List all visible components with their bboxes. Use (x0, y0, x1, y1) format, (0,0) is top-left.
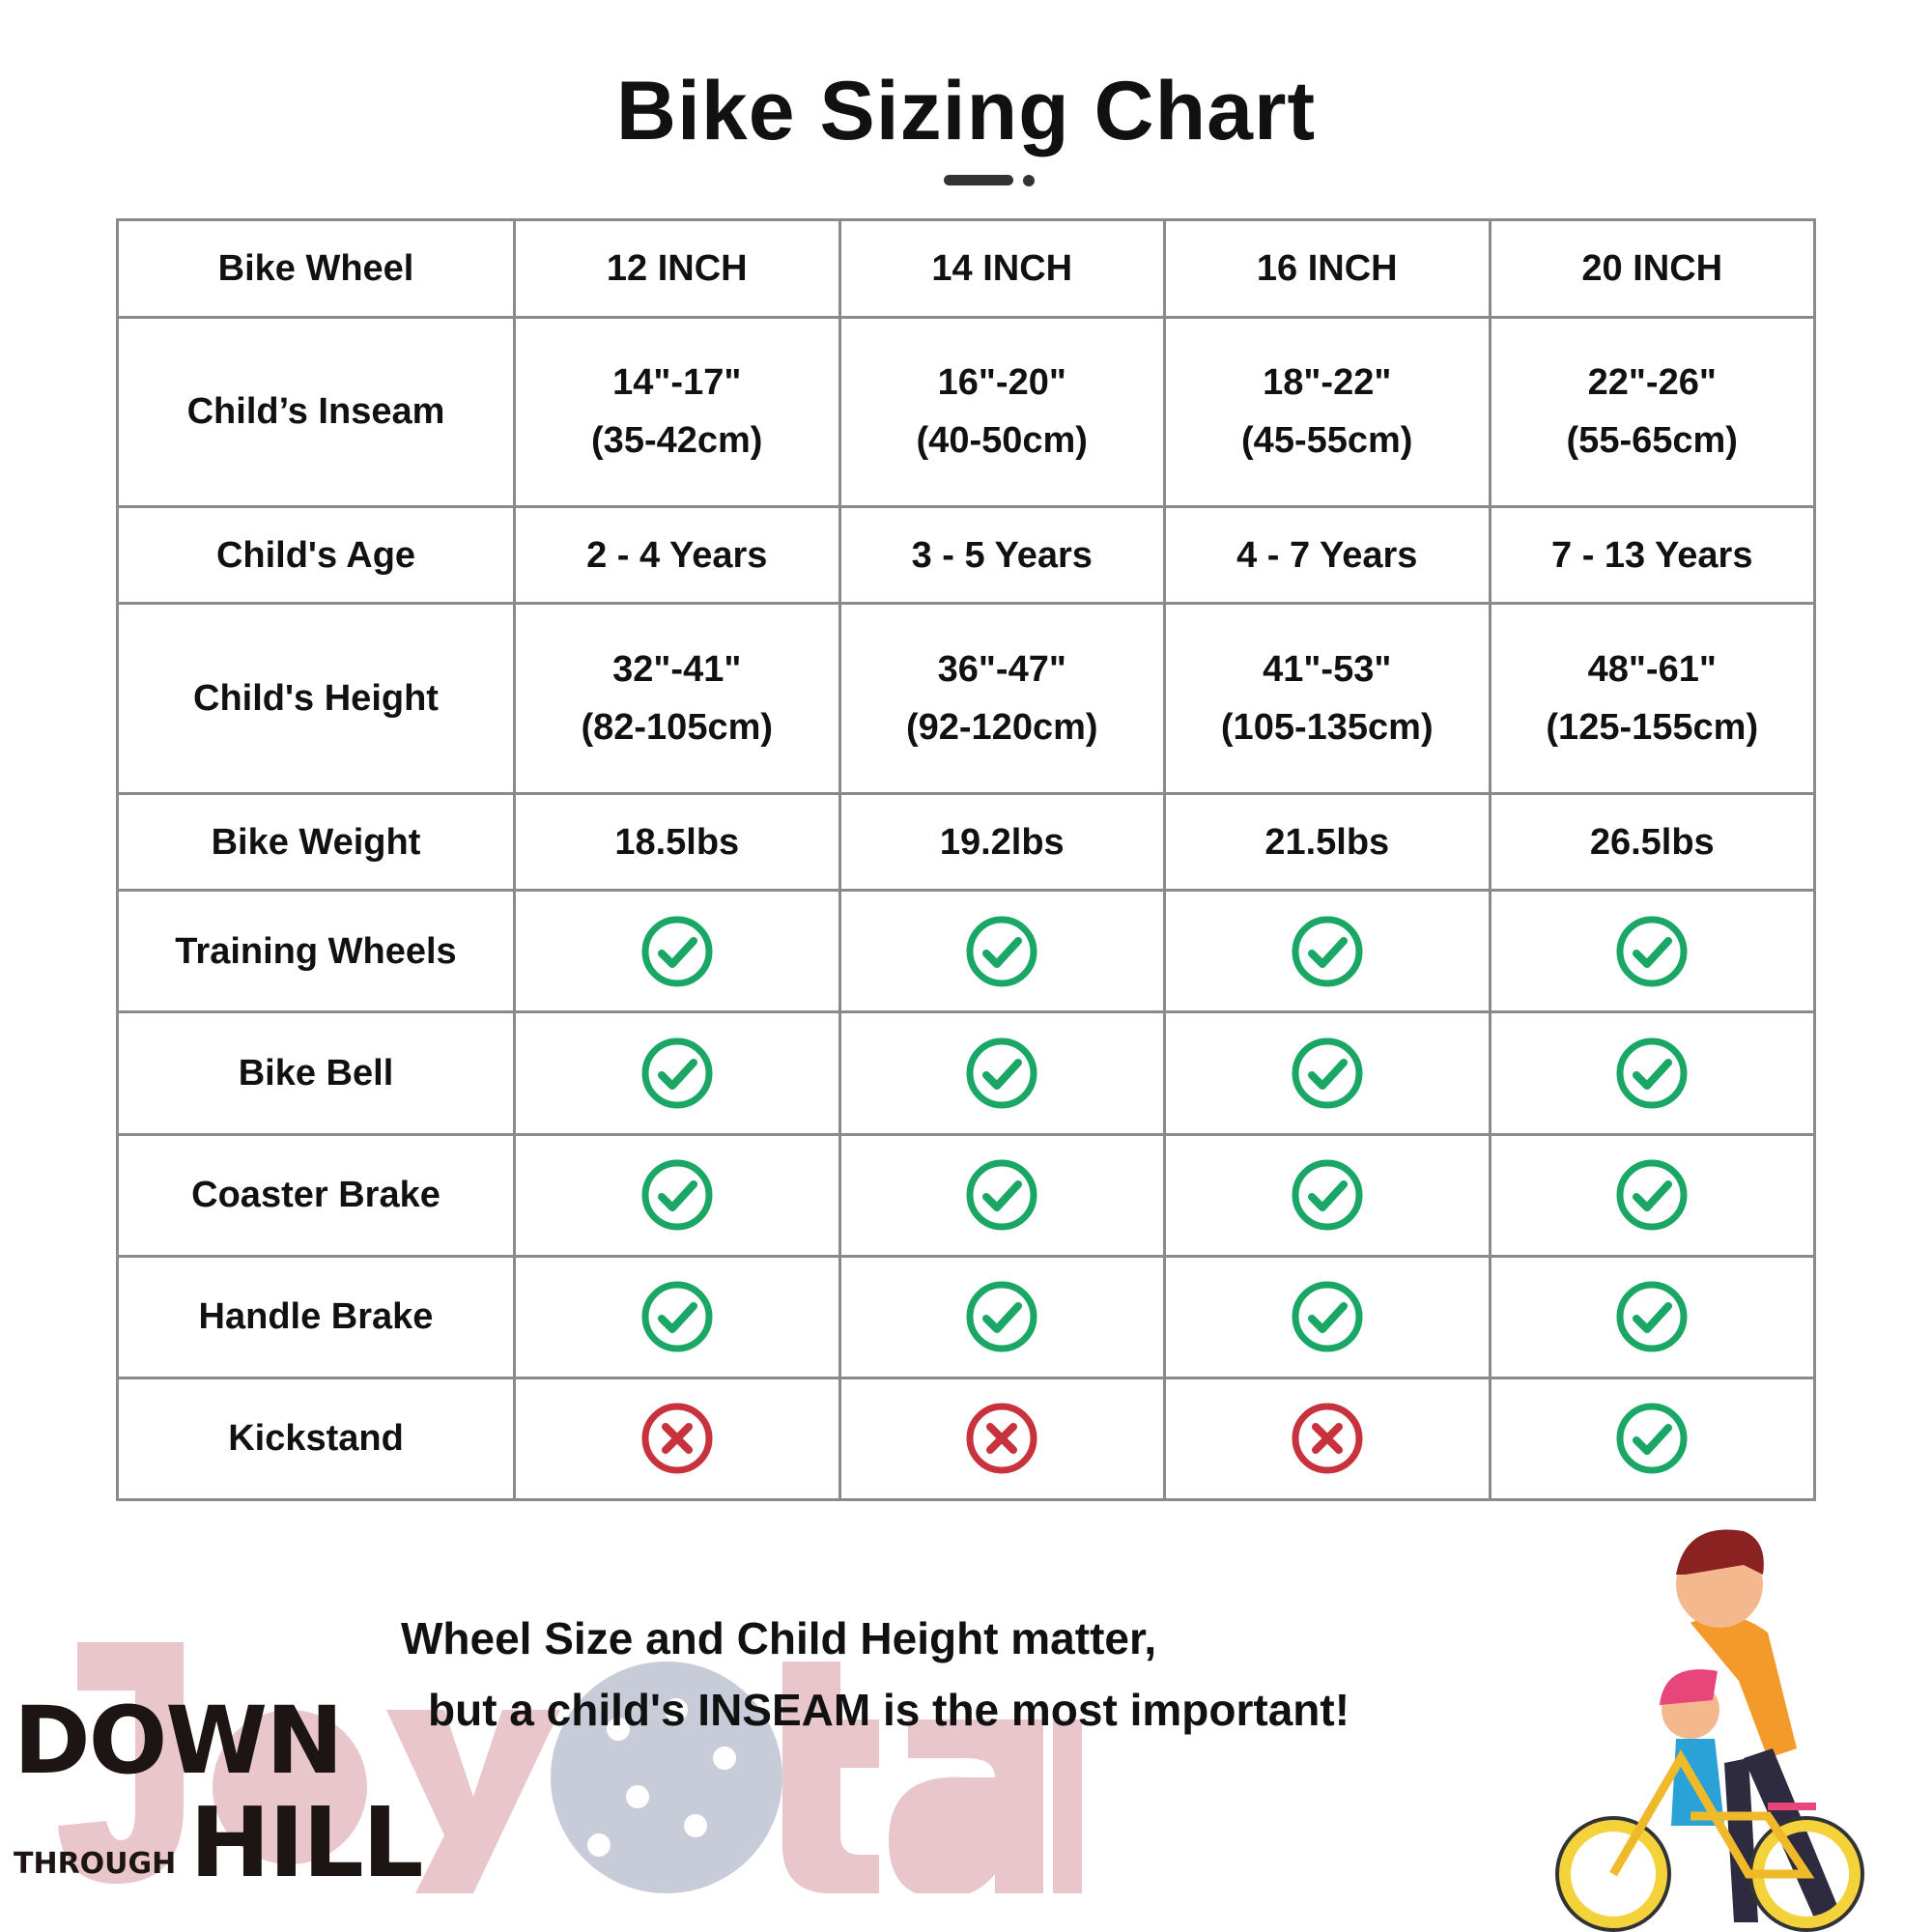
icon-cell (513, 889, 841, 1014)
row-label: Child’s Inseam (116, 315, 516, 508)
icon-cell (838, 1010, 1166, 1136)
table-row: Bike Wheel 12 INCH 14 INCH 16 INCH 20 INCH (116, 218, 1816, 319)
icon-cell (513, 1254, 841, 1379)
table-cell: 14"-17" (35-42cm) (513, 315, 841, 508)
table-row: Child’s Inseam 14"-17" (35-42cm) 16"-20" (… (116, 315, 1816, 508)
note-line-1: Wheel Size and Child Height matter, (401, 1613, 1157, 1663)
joystar-watermark-logo (58, 1642, 1082, 1893)
row-label: Kickstand (116, 1376, 516, 1502)
table-cell: 18"-22" (45-55cm) (1163, 315, 1492, 508)
table-cell: 4 - 7 Years (1163, 504, 1492, 606)
check-icon (1616, 1403, 1688, 1474)
icon-cell (1488, 889, 1816, 1014)
table-cell: 21.5lbs (1163, 791, 1492, 893)
row-label: Bike Wheel (116, 218, 516, 319)
title-divider (944, 175, 1035, 186)
row-label: Bike Bell (116, 1010, 516, 1136)
check-icon (966, 1281, 1037, 1352)
icon-cell (838, 1132, 1166, 1258)
check-icon (1616, 916, 1688, 987)
check-icon (966, 1037, 1037, 1109)
icon-cell (838, 1254, 1166, 1379)
table-row: Bike Weight 18.5lbs 19.2lbs 21.5lbs 26.5lbs (116, 791, 1816, 893)
table-cell: 18.5lbs (513, 791, 841, 893)
check-icon (641, 1037, 713, 1109)
check-icon (641, 916, 713, 987)
table-cell: 19.2lbs (838, 791, 1166, 893)
cross-icon (966, 1403, 1037, 1474)
cross-icon (641, 1403, 713, 1474)
table-cell: 14 INCH (838, 218, 1166, 319)
table-cell: 16"-20" (40-50cm) (838, 315, 1166, 508)
table-cell: 12 INCH (513, 218, 841, 319)
note-line-2: but a child's INSEAM is the most importa… (428, 1685, 1350, 1735)
icon-cell (1488, 1376, 1816, 1502)
table-row: Kickstand (116, 1376, 1816, 1502)
table-row: Coaster Brake (116, 1132, 1816, 1258)
icon-cell (1488, 1132, 1816, 1258)
check-icon (1616, 1037, 1688, 1109)
table-row: Child's Age 2 - 4 Years 3 - 5 Years 4 - 7 Y… (116, 504, 1816, 606)
table-cell: 3 - 5 Years (838, 504, 1166, 606)
icon-cell (1163, 1254, 1492, 1379)
icon-cell (838, 889, 1166, 1014)
check-icon (1292, 1281, 1363, 1352)
icon-cell (513, 1010, 841, 1136)
table-cell: 36"-47" (92-120cm) (838, 602, 1166, 795)
check-icon (966, 1159, 1037, 1231)
check-icon (641, 1159, 713, 1231)
sizing-table: Bike Wheel 12 INCH 14 INCH 16 INCH 20 INCH Ch… (116, 218, 1816, 1502)
row-label: Bike Weight (116, 791, 516, 893)
icon-cell (1163, 1010, 1492, 1136)
table-cell: 20 INCH (1488, 218, 1816, 319)
icon-cell (1163, 1376, 1492, 1502)
row-label: Training Wheels (116, 889, 516, 1014)
icon-cell (1488, 1010, 1816, 1136)
brand-logo-middle: THROUGH (14, 1847, 177, 1881)
table-cell: 7 - 13 Years (1488, 504, 1816, 606)
check-icon (1292, 916, 1363, 987)
row-label: Coaster Brake (116, 1132, 516, 1258)
table-cell: 26.5lbs (1488, 791, 1816, 893)
brand-logo-bottom: HILL (189, 1786, 423, 1899)
parent-child-bike-illustration (1555, 1529, 1864, 1932)
brand-logo-top: DOWN (14, 1687, 344, 1795)
icon-cell (1488, 1254, 1816, 1379)
icon-cell (838, 1376, 1166, 1502)
table-cell: 16 INCH (1163, 218, 1492, 319)
icon-cell (513, 1376, 841, 1502)
check-icon (1616, 1159, 1688, 1231)
page-title: Bike Sizing Chart (615, 65, 1317, 157)
table-cell: 32"-41" (82-105cm) (513, 602, 841, 795)
table-cell: 41"-53" (105-135cm) (1163, 602, 1492, 795)
row-label: Handle Brake (116, 1254, 516, 1379)
icon-cell (513, 1132, 841, 1258)
check-icon (1292, 1037, 1363, 1109)
icon-cell (1163, 889, 1492, 1014)
check-icon (1616, 1281, 1688, 1352)
table-cell: 2 - 4 Years (513, 504, 841, 606)
row-label: Child's Age (116, 504, 516, 606)
row-label: Child's Height (116, 602, 516, 795)
icon-cell (1163, 1132, 1492, 1258)
table-row: Handle Brake (116, 1254, 1816, 1379)
check-icon (641, 1281, 713, 1352)
check-icon (966, 916, 1037, 987)
table-cell: 48"-61" (125-155cm) (1488, 602, 1816, 795)
table-row: Training Wheels (116, 889, 1816, 1014)
check-icon (1292, 1159, 1363, 1231)
table-cell: 22"-26" (55-65cm) (1488, 315, 1816, 508)
cross-icon (1292, 1403, 1363, 1474)
table-row: Child's Height 32"-41" (82-105cm) 36"-47" … (116, 602, 1816, 795)
table-row: Bike Bell (116, 1010, 1816, 1136)
down-through-hill-logo: DOWN THROUGH HILL (14, 1687, 424, 1899)
